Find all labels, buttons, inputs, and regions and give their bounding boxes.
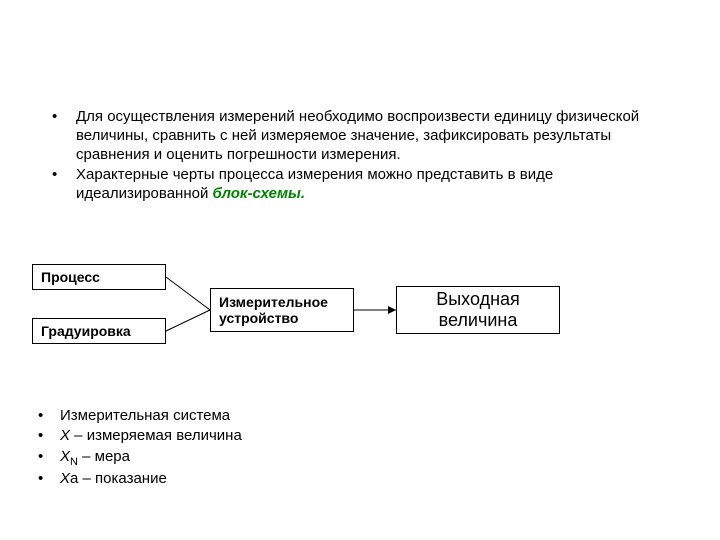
node-device: Измерительное устройство (210, 288, 354, 332)
node-calibration: Градуировка (32, 318, 166, 344)
legend-item-4: Xа – показание (60, 469, 242, 489)
legend-bullet-list: Измерительная система X – измеряемая вел… (60, 406, 242, 490)
intro-bullet-list: Для осуществления измерений необходимо в… (76, 108, 666, 206)
intro-bullet-2-pre: Характерные черты процесса измерения мож… (76, 166, 553, 202)
intro-bullet-2-emph: блок-схемы. (213, 185, 306, 202)
intro-bullet-2: Характерные черты процесса измерения мож… (76, 166, 666, 204)
node-process: Процесс (32, 264, 166, 290)
node-output: Выходная величина (396, 286, 560, 334)
intro-bullet-1: Для осуществления измерений необходимо в… (76, 108, 666, 164)
legend-item-2: X – измеряемая величина (60, 426, 242, 446)
slide: Для осуществления измерений необходимо в… (0, 0, 720, 540)
legend-item-1: Измерительная система (60, 406, 242, 426)
intro-bullet-1-text: Для осуществления измерений необходимо в… (76, 108, 639, 163)
legend-item-3: XN – мера (60, 447, 242, 470)
